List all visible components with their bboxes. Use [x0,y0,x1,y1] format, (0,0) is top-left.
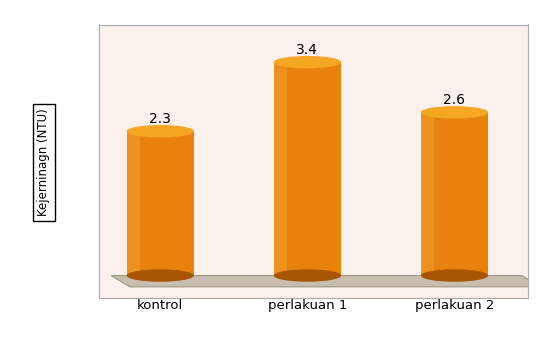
Ellipse shape [421,269,488,282]
Polygon shape [483,112,488,275]
Text: 2.3: 2.3 [150,112,171,126]
Polygon shape [126,131,140,275]
Text: 3.4: 3.4 [296,43,318,57]
Text: perlakuan 1: perlakuan 1 [268,299,347,313]
Ellipse shape [274,56,341,68]
Text: Kejerninagn (NTU): Kejerninagn (NTU) [37,109,51,216]
Polygon shape [336,62,341,275]
Bar [126,131,194,275]
Text: kontrol: kontrol [137,299,183,313]
Ellipse shape [274,269,341,282]
Text: perlakuan 2: perlakuan 2 [415,299,494,313]
Bar [421,112,488,275]
Polygon shape [274,62,287,275]
Ellipse shape [126,269,194,282]
Text: 2.6: 2.6 [443,93,465,107]
Polygon shape [421,112,434,275]
Polygon shape [189,131,194,275]
Bar [274,62,341,275]
Polygon shape [111,275,540,287]
Ellipse shape [126,125,194,138]
Ellipse shape [421,106,488,119]
